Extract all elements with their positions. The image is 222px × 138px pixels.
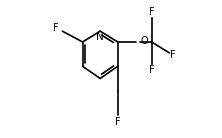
Text: F: F (149, 7, 154, 17)
Text: F: F (170, 51, 176, 60)
Text: F: F (53, 23, 58, 33)
Text: O: O (141, 36, 148, 46)
Text: N: N (96, 32, 104, 43)
Text: F: F (149, 65, 154, 75)
Text: F: F (115, 117, 121, 127)
